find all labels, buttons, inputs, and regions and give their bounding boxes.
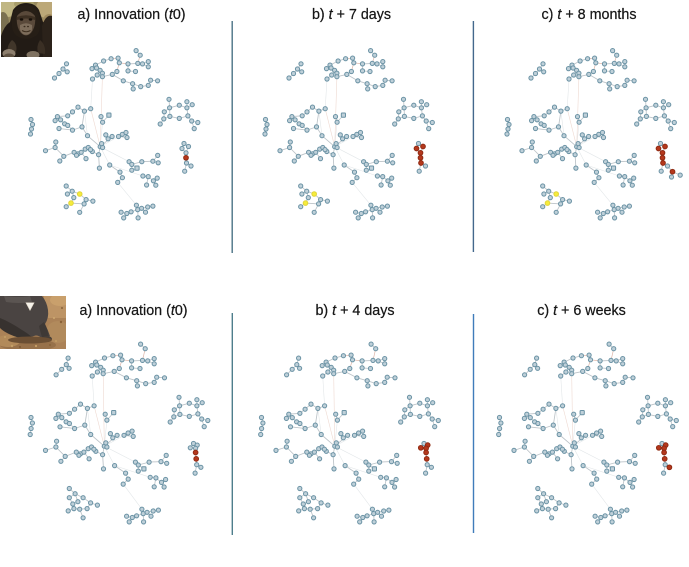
svg-text:a) Innovation (t0): a) Innovation (t0) [77, 7, 185, 23]
svg-text:b) t + 4 days: b) t + 4 days [315, 303, 394, 319]
svg-text:a) Innovation (t0): a) Innovation (t0) [79, 303, 187, 319]
svg-text:c) t + 6 weeks: c) t + 6 weeks [537, 303, 626, 319]
svg-text:c) t + 8 months: c) t + 8 months [542, 7, 637, 23]
svg-text:b) t + 7 days: b) t + 7 days [312, 7, 391, 23]
